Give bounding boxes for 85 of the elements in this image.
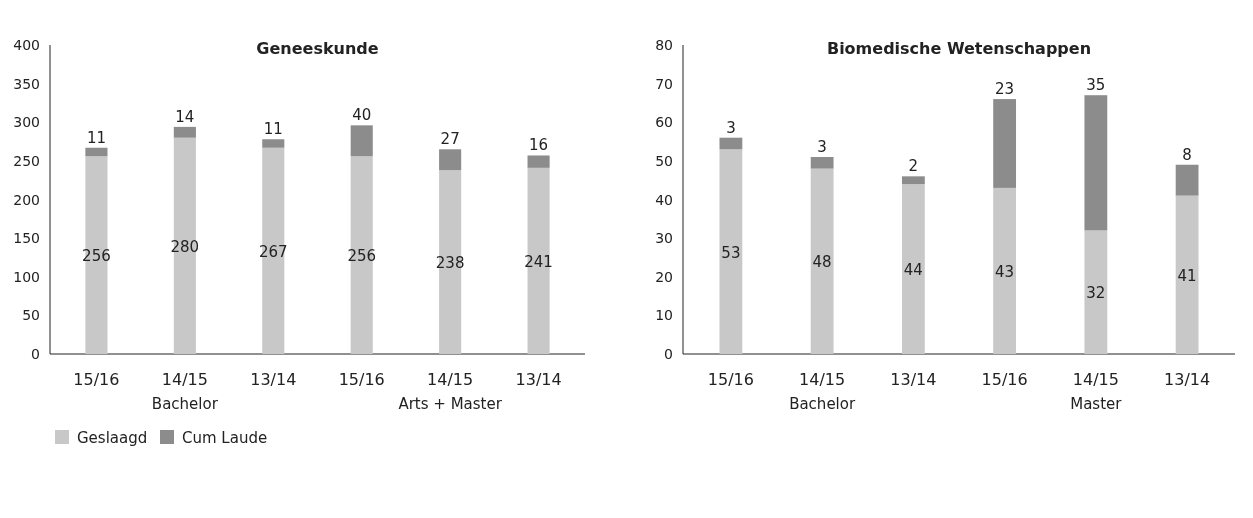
data-label: 41	[1177, 266, 1197, 285]
y-tick-label: 50	[655, 152, 673, 169]
y-tick-label: 70	[655, 75, 673, 92]
text: Arts + Master	[398, 395, 503, 413]
bar	[439, 149, 462, 171]
data-label: 3	[817, 138, 827, 157]
data-label: 280	[170, 237, 200, 256]
x-tick-label: 14/15	[427, 370, 474, 389]
data-label: 238	[435, 254, 465, 273]
data-label: 241	[524, 252, 553, 271]
y-tick-label: 400	[13, 37, 40, 53]
data-label: 267	[258, 242, 288, 261]
bar	[527, 167, 550, 354]
y-tick-label: 50	[22, 307, 40, 324]
x-tick-label: 13/14	[515, 370, 562, 389]
y-tick-label: 80	[655, 37, 673, 53]
data-label: 3	[726, 118, 736, 137]
bar	[810, 168, 834, 354]
y-tick-label: 40	[655, 191, 673, 208]
bar	[719, 137, 743, 150]
y-tick-label: 0	[31, 346, 40, 362]
y-tick-label: 200	[13, 191, 40, 208]
bar	[262, 139, 285, 148]
y-tick-label: 350	[13, 75, 40, 92]
data-label: 256	[82, 247, 111, 266]
text: Bachelor	[151, 395, 219, 413]
y-tick-label: 100	[13, 268, 40, 285]
data-label: 23	[995, 80, 1015, 99]
x-tick-label: 14/15	[799, 370, 846, 389]
data-label: 8	[1182, 145, 1192, 164]
data-label: 53	[721, 243, 741, 262]
bar	[901, 184, 925, 354]
data-label: 14	[175, 107, 195, 126]
bar	[350, 156, 373, 354]
data-label: 16	[529, 136, 549, 155]
x-tick-label: 15/16	[73, 370, 120, 389]
data-label: 11	[86, 128, 106, 147]
y-tick-label: 0	[664, 346, 673, 362]
y-tick-label: 20	[655, 268, 673, 285]
bar	[993, 187, 1017, 354]
bar	[350, 125, 373, 157]
bar	[262, 147, 285, 354]
y-tick-label: 10	[655, 307, 673, 324]
bar	[993, 99, 1017, 188]
text: Bachelor	[789, 395, 856, 413]
bar	[1084, 230, 1108, 354]
bar	[1175, 164, 1199, 196]
bar	[173, 137, 196, 354]
x-tick-label: 13/14	[890, 370, 937, 389]
y-tick-label: 300	[13, 114, 40, 131]
y-tick-label: 250	[13, 152, 40, 169]
legend-label: Geslaagd	[77, 429, 148, 447]
bar	[1175, 195, 1199, 354]
bar	[719, 149, 743, 354]
data-label: 44	[903, 261, 923, 280]
legend-label: Cum Laude	[182, 429, 268, 447]
x-tick-label: 15/16	[707, 370, 754, 389]
bar	[85, 156, 108, 354]
data-label: 11	[263, 120, 283, 139]
x-tick-label: 13/14	[1164, 370, 1211, 389]
data-label: 256	[347, 247, 377, 266]
text: Master	[1070, 395, 1123, 413]
data-label: 48	[812, 253, 832, 272]
bar	[1084, 95, 1108, 231]
data-label: 32	[1086, 284, 1106, 303]
bar	[901, 176, 925, 185]
x-tick-label: 14/15	[161, 370, 208, 389]
data-label: 40	[352, 106, 372, 125]
chart-title: Geneeskunde	[256, 39, 379, 58]
y-tick-label: 150	[13, 230, 40, 247]
chart-title: Biomedische Wetenschappen	[826, 39, 1092, 58]
x-tick-label: 13/14	[250, 370, 297, 389]
bar	[85, 147, 108, 157]
data-label: 27	[440, 130, 460, 149]
bar	[173, 126, 196, 138]
x-tick-label: 15/16	[338, 370, 385, 389]
bar	[810, 157, 834, 169]
x-tick-label: 14/15	[1072, 370, 1119, 389]
data-label: 2	[908, 157, 919, 176]
data-label: 35	[1086, 76, 1106, 95]
x-tick-label: 15/16	[981, 370, 1028, 389]
data-label: 43	[995, 262, 1015, 281]
y-tick-label: 60	[655, 114, 673, 131]
y-tick-label: 30	[655, 230, 673, 247]
bar	[527, 155, 550, 168]
